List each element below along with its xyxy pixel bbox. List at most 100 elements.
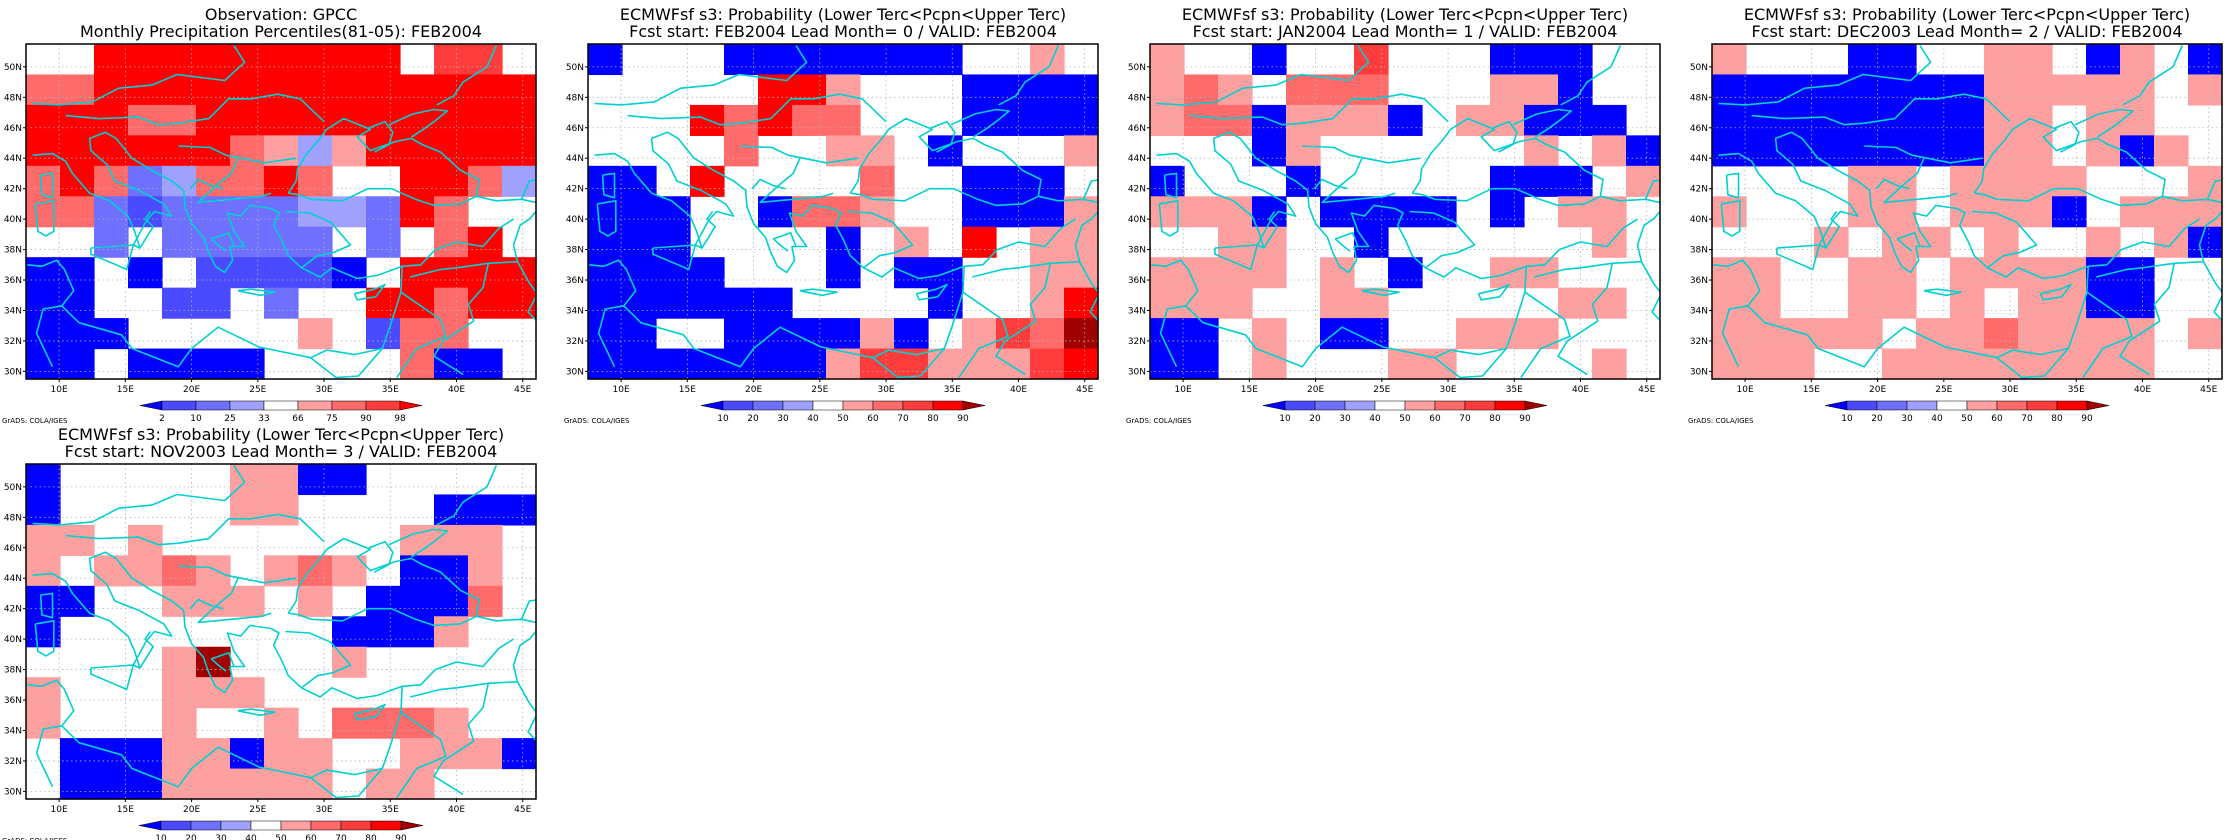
colorbar-label: 70 — [1459, 414, 1471, 424]
lat-tick-label: 48N — [566, 93, 584, 103]
lon-tick-label: 10E — [613, 385, 630, 395]
map-cell — [860, 318, 895, 350]
coastline — [972, 195, 1098, 278]
lat-tick-label: 38N — [566, 246, 584, 256]
coastline — [740, 145, 859, 164]
map-cell — [1984, 74, 2019, 106]
lon-tick-label: 20E — [1307, 385, 1324, 395]
coastline — [353, 703, 386, 721]
coastline — [197, 157, 272, 204]
coastline — [287, 537, 480, 627]
lat-tick-label: 44N — [1128, 154, 1146, 164]
panel-title-line1: ECMWFsf s3: Probability (Lower Terc<Pcpn… — [620, 5, 1066, 24]
coastline — [402, 218, 514, 268]
coastline — [197, 577, 272, 624]
map-cell — [332, 196, 367, 228]
map-cell — [792, 348, 827, 380]
cell-grid — [26, 44, 537, 380]
map-cell — [162, 104, 197, 136]
map-cell — [1882, 348, 1917, 380]
map-cell — [1490, 44, 1525, 76]
coastline — [1713, 131, 2089, 368]
map-cell — [894, 257, 929, 289]
map-cell — [162, 646, 197, 678]
coastline — [1875, 178, 1910, 190]
map-cell — [264, 738, 299, 770]
colorbar-segment — [195, 400, 231, 411]
map-cell — [298, 318, 333, 350]
map-cell — [400, 318, 435, 350]
map-cell — [60, 104, 95, 136]
coastline — [516, 261, 536, 322]
map-cell — [298, 44, 333, 76]
map-cell — [1780, 348, 1815, 380]
coastline — [27, 551, 404, 788]
map-cell — [1150, 348, 1185, 380]
map-cell — [162, 226, 197, 258]
map-cell — [1524, 74, 1559, 106]
map-cell — [332, 135, 367, 167]
colorbar-label: 75 — [326, 414, 337, 424]
map-cell — [298, 738, 333, 770]
map-cell — [656, 226, 691, 258]
map-cell — [502, 494, 537, 526]
coastline — [310, 347, 383, 379]
map-cell — [264, 768, 299, 800]
map-cell — [468, 135, 503, 167]
map-frame — [1149, 43, 1661, 380]
map-cell — [434, 738, 469, 770]
map-cell — [332, 555, 367, 587]
coastline — [849, 117, 1042, 207]
map-cell — [2086, 44, 2121, 76]
coastline — [847, 210, 914, 269]
coastline — [353, 283, 386, 301]
map-cell — [94, 738, 129, 770]
map-cell — [434, 585, 469, 617]
map-cell — [26, 585, 61, 617]
coastline — [237, 288, 276, 297]
map-cell — [298, 104, 333, 136]
map-cell — [2018, 135, 2053, 167]
map-cell — [1030, 74, 1065, 106]
colorbar-label: 90 — [1519, 414, 1531, 424]
lon-tick-label: 35E — [382, 805, 399, 815]
map-cell — [962, 165, 997, 197]
map-cell — [1030, 165, 1065, 197]
map-cell — [1558, 165, 1593, 197]
colorbar-segment — [842, 400, 874, 411]
map-cell — [434, 318, 469, 350]
colorbar-label: 20 — [185, 834, 197, 840]
map-cell — [434, 707, 469, 739]
coastline — [1971, 210, 2038, 269]
lon-tick-label: 40E — [448, 385, 465, 395]
map-cell — [468, 555, 503, 587]
map-cell — [366, 226, 401, 258]
lat-tick-label: 50N — [4, 483, 22, 493]
map-cell — [1984, 226, 2019, 258]
lon-tick-label: 45E — [1076, 385, 1093, 395]
map-cell — [264, 74, 299, 106]
map-cell — [1286, 104, 1321, 136]
colorbar-segment — [1494, 400, 1526, 411]
coastline — [1776, 244, 1821, 271]
map-cell — [724, 287, 759, 319]
map-cell — [690, 165, 725, 197]
map-cell — [1524, 104, 1559, 136]
map-cell — [1184, 348, 1219, 380]
map-cell — [230, 165, 265, 197]
lon-tick-label: 20E — [183, 805, 200, 815]
map-cell — [162, 555, 197, 587]
map-cell — [1286, 165, 1321, 197]
map-cell — [434, 287, 469, 319]
map-cell — [434, 616, 469, 648]
colorbar-label: 10 — [1279, 414, 1291, 424]
lon-tick-label: 45E — [2200, 385, 2217, 395]
map-cell — [1252, 318, 1287, 350]
lat-tick-label: 34N — [566, 306, 584, 316]
map-cell — [588, 196, 623, 228]
map-cell — [1030, 104, 1065, 136]
coastline — [39, 592, 54, 619]
colorbar-label: 98 — [394, 414, 406, 424]
colorbar-segment — [365, 400, 401, 411]
